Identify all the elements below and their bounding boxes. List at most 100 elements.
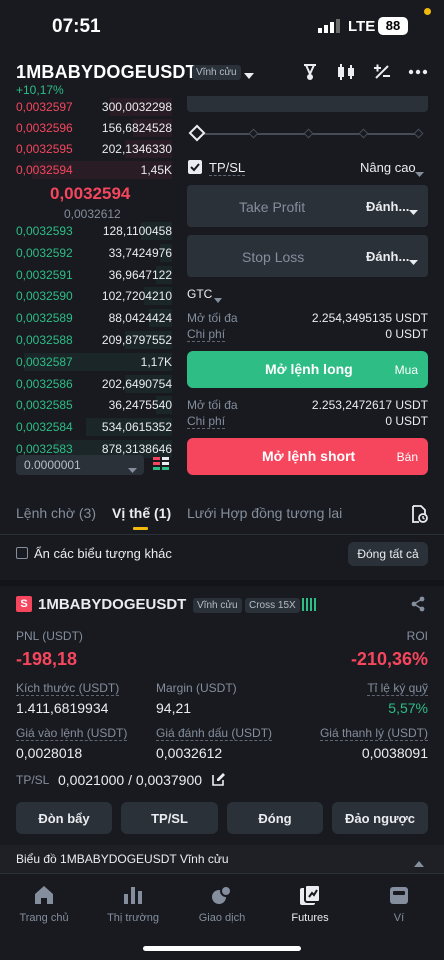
order-quantity: 878,3138646 [101, 442, 172, 456]
amount-input-partial[interactable] [187, 96, 428, 112]
section-divider [0, 580, 444, 586]
tpsl-checkbox[interactable] [188, 160, 202, 174]
precision-select[interactable]: 0.0000001 [16, 455, 144, 475]
bid-row[interactable]: 0,0032593 128,1100458 [16, 221, 172, 241]
slider-tick [248, 128, 259, 139]
take-profit-trigger[interactable]: Đánh... [366, 199, 410, 214]
chart-bar[interactable]: Biểu đồ 1MBABYDOGEUSDT Vĩnh cửu [0, 845, 444, 873]
symbol-title[interactable]: 1MBABYDOGEUSDT [16, 62, 197, 82]
ask-row[interactable]: 0,0032594 1,45K [16, 160, 172, 180]
hide-others-label[interactable]: Ẩn các biểu tượng khác [34, 546, 172, 561]
position-tpsl-button[interactable]: TP/SL [121, 802, 218, 834]
order-history-icon[interactable] [410, 505, 428, 528]
symbol-dropdown-icon[interactable] [244, 67, 254, 85]
time-in-force-dropdown-icon[interactable] [214, 291, 222, 309]
bid-row[interactable]: 0,0032587 1,17K [16, 352, 172, 372]
nav-wallet[interactable]: Ví [355, 878, 443, 924]
order-price: 0,0032584 [16, 420, 73, 435]
order-price: 0,0032587 [16, 354, 73, 369]
tab-pending-orders[interactable]: Lệnh chờ (3) [16, 505, 97, 521]
order-quantity: 300,0032298 [101, 100, 172, 114]
bid-row[interactable]: 0,0032588 209,8797552 [16, 330, 172, 350]
tab-positions[interactable]: Vị thế (1) [112, 505, 172, 521]
tab-futures-grid[interactable]: Lưới Hợp đồng tương lai [187, 505, 343, 521]
chart-type-icon[interactable] [300, 62, 320, 87]
nav-trade[interactable]: Giao dịch [178, 878, 266, 924]
signal-bars-icon [302, 598, 316, 616]
trade-icon [212, 885, 232, 904]
bid-row[interactable]: 0,0032584 534,0615352 [16, 417, 172, 437]
tpsl-label[interactable]: TP/SL [209, 160, 246, 176]
recording-dot [424, 8, 431, 15]
order-price: 0,0032589 [16, 311, 73, 326]
bid-row[interactable]: 0,0032583 878,3138646 [16, 439, 172, 459]
nav-futures-label: Futures [291, 912, 329, 924]
short-side-badge-letter: S [20, 598, 28, 610]
short-side-badge: S [16, 596, 32, 612]
order-quantity: 128,1100458 [102, 224, 172, 238]
close-all-button[interactable]: Đóng tất cả [348, 542, 428, 566]
reverse-position-button[interactable]: Đảo ngược [332, 802, 428, 834]
order-price: 0,0032586 [16, 376, 73, 391]
bid-row[interactable]: 0,0032585 36,2475540 [16, 395, 172, 415]
signal-icon [318, 19, 342, 38]
position-symbol[interactable]: 1MBABYDOGEUSDT [38, 596, 187, 613]
calculator-icon[interactable] [372, 62, 392, 87]
network-label: LTE [348, 18, 376, 35]
contract-type-badge: Vĩnh cửu [192, 65, 241, 80]
open-long-button[interactable]: Mở lệnh long Mua [187, 351, 428, 388]
depth-bar [125, 374, 172, 393]
nav-markets[interactable]: Thị trường [89, 878, 177, 924]
depth-bar [149, 309, 172, 328]
slider-handle[interactable] [188, 124, 206, 142]
hide-others-checkbox[interactable] [16, 547, 28, 559]
chart-bar-label: Biểu đồ 1MBABYDOGEUSDT Vĩnh cửu [16, 852, 229, 866]
order-quantity: 1,17K [140, 354, 172, 369]
ask-row[interactable]: 0,0032595 202,1346330 [16, 139, 172, 159]
take-profit-dropdown-icon[interactable] [409, 203, 418, 221]
take-profit-input[interactable]: Take Profit Đánh... [187, 185, 428, 227]
bid-row[interactable]: 0,0032586 202,6490754 [16, 374, 172, 394]
stop-loss-dropdown-icon[interactable] [409, 253, 418, 271]
open-short-button[interactable]: Mở lệnh short Bán [187, 438, 428, 475]
status-bar: 07:51 LTE 88 [0, 0, 444, 52]
chevron-up-icon[interactable] [414, 855, 424, 873]
nav-home[interactable]: Trang chủ [0, 878, 88, 924]
margin-value: 94,21 [156, 700, 192, 716]
edit-tpsl-icon[interactable] [212, 772, 226, 791]
slider-tick [303, 128, 314, 139]
depth-bar [125, 140, 172, 158]
liq-price-value: 0,0038091 [361, 745, 428, 761]
short-max-value: 2.253,2472617 USDT [311, 398, 428, 412]
price-change: +10,17% [16, 83, 64, 97]
advanced-dropdown-icon[interactable] [415, 165, 424, 183]
time-in-force[interactable]: GTC [187, 287, 213, 301]
position-tpsl-label: TP/SL [16, 773, 50, 787]
ask-row[interactable]: 0,0032597 300,0032298 [16, 97, 172, 117]
short-max-label: Mở tối đa [187, 398, 238, 412]
bid-row[interactable]: 0,0032592 33,7424976 [16, 243, 172, 263]
depth-bar [144, 287, 172, 306]
more-icon[interactable] [408, 62, 428, 87]
candlestick-icon[interactable] [336, 62, 356, 87]
ask-row[interactable]: 0,0032596 156,6824528 [16, 118, 172, 138]
leverage-slider[interactable] [188, 124, 426, 142]
orderbook-layout-icon[interactable] [153, 457, 169, 478]
liq-price-label: Giá thanh lý (USDT) [319, 726, 428, 741]
long-cost-label: Chi phí [187, 327, 226, 342]
margin-mode-badge[interactable]: Cross 15X [245, 598, 300, 613]
home-icon [35, 886, 53, 904]
bid-row[interactable]: 0,0032590 102,7204210 [16, 286, 172, 306]
advanced-label[interactable]: Nâng cao [360, 160, 416, 175]
order-price: 0,0032593 [16, 224, 73, 238]
order-price: 0,0032590 [16, 289, 73, 304]
stop-loss-input[interactable]: Stop Loss Đánh... [187, 235, 428, 277]
leverage-button[interactable]: Đòn bẩy [16, 802, 112, 834]
mark-price-label: Giá đánh dấu (USDT) [156, 726, 273, 741]
nav-futures[interactable]: Futures [266, 878, 354, 924]
share-icon[interactable] [410, 596, 426, 617]
close-position-button[interactable]: Đóng [227, 802, 323, 834]
bid-row[interactable]: 0,0032589 88,0424424 [16, 308, 172, 328]
stop-loss-trigger[interactable]: Đánh... [366, 249, 410, 264]
bid-row[interactable]: 0,0032591 36,9647122 [16, 265, 172, 285]
